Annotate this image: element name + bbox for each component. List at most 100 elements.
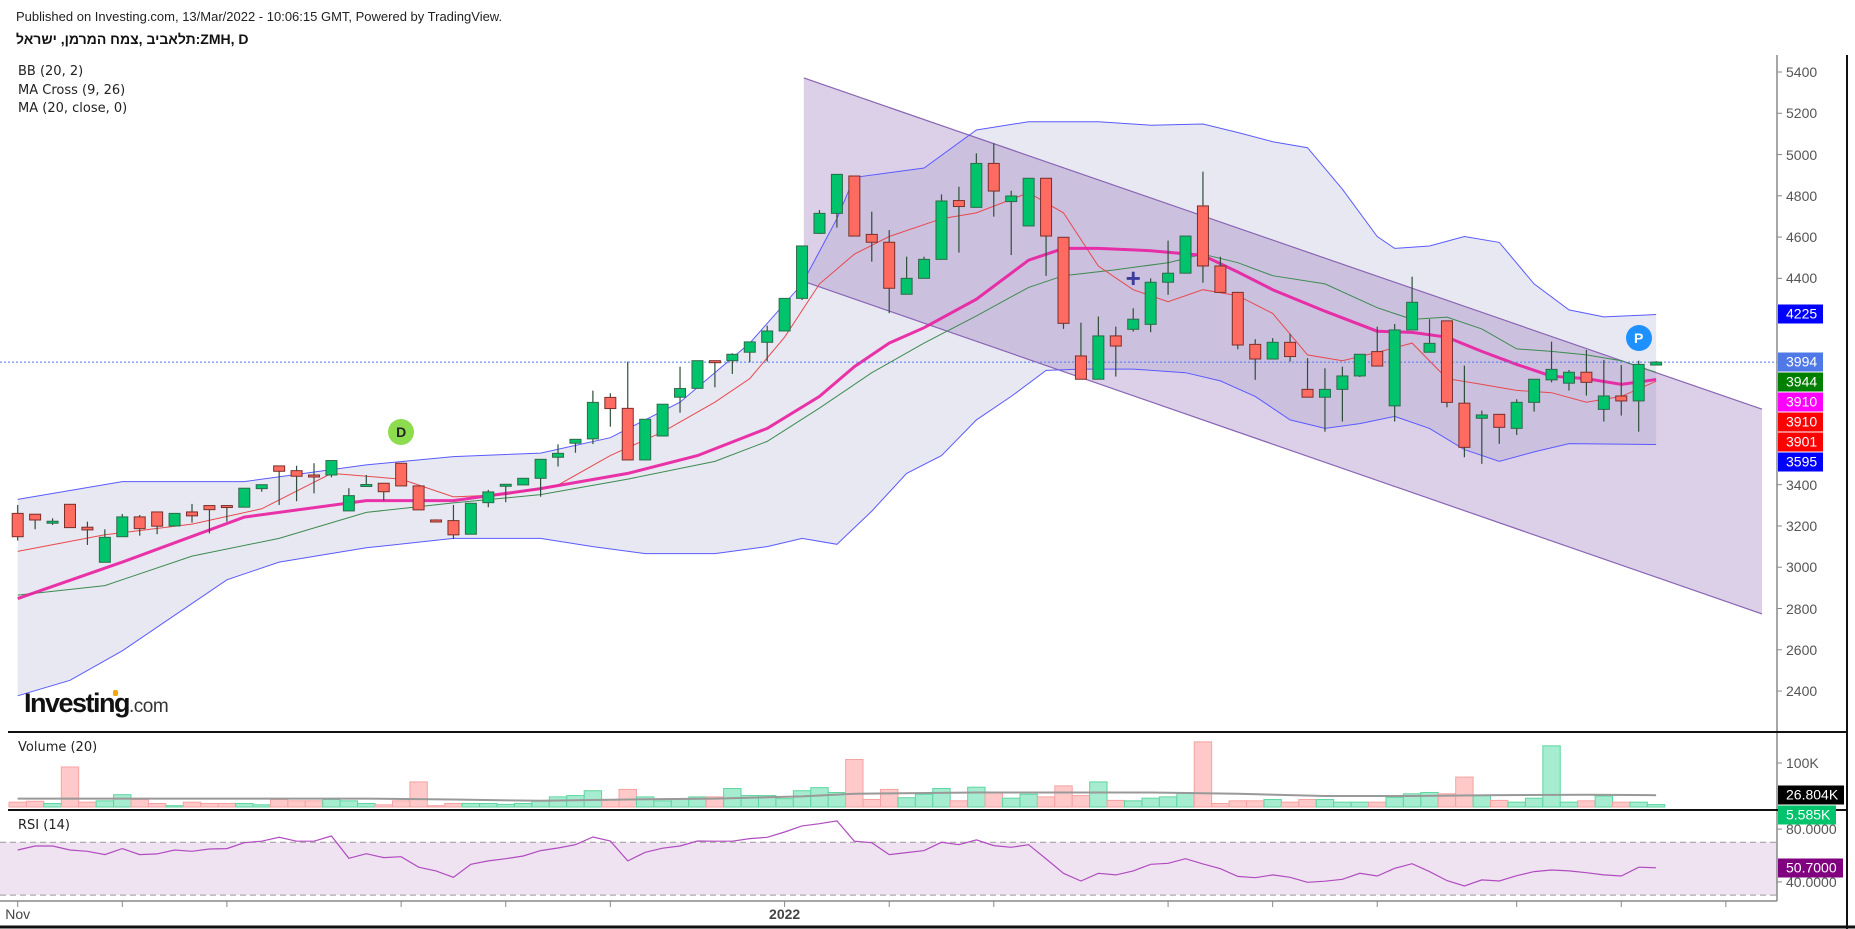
candle: [761, 325, 774, 362]
volume-bar: [1646, 804, 1666, 808]
candle-body: [1318, 388, 1331, 398]
volume-bar: [1629, 801, 1648, 808]
candle: [1615, 365, 1628, 416]
volume-bar: [1280, 801, 1300, 808]
candle: [1545, 341, 1558, 383]
volume-bar: [810, 787, 829, 808]
candle-body: [63, 503, 76, 529]
candle: [918, 256, 931, 279]
candle: [1144, 278, 1157, 333]
candle-body: [273, 465, 286, 472]
legend-ma-cross[interactable]: MA Cross (9, 26): [18, 83, 126, 98]
candle: [726, 353, 739, 374]
dividend-marker[interactable]: D: [388, 418, 415, 445]
volume-bar: [1002, 797, 1021, 808]
candle: [569, 438, 582, 453]
candle-body: [308, 474, 321, 478]
candle: [203, 505, 216, 534]
candle: [98, 529, 111, 563]
candle: [133, 515, 146, 536]
candle-body: [1650, 361, 1663, 366]
rsi-tick-label: 80.0000: [1786, 821, 1837, 838]
candle-body: [1301, 388, 1314, 398]
candle: [342, 488, 355, 512]
candle-body: [499, 483, 512, 487]
candle-body: [46, 520, 59, 524]
candle: [464, 502, 477, 535]
position-marker[interactable]: P: [1625, 325, 1652, 352]
volume-badge: 5.585K: [1778, 805, 1837, 825]
candle: [1336, 366, 1349, 422]
volume-bar: [217, 802, 237, 808]
candle-body: [1545, 368, 1558, 381]
candle-body: [1388, 329, 1401, 407]
candle-body: [1632, 363, 1645, 402]
price-tick-label: 4800: [1786, 187, 1818, 204]
volume-bar: [269, 799, 289, 808]
candle-body: [1562, 371, 1575, 384]
volume-bar: [304, 800, 324, 808]
volume-bar: [862, 799, 881, 808]
candle-body: [11, 512, 24, 538]
volume-badge: 26.804K: [1778, 785, 1845, 805]
candle: [1597, 359, 1610, 422]
candle: [1510, 399, 1523, 435]
bb-lower-line: [17, 368, 1657, 697]
volume-bar: [775, 798, 794, 808]
price-tick-label: 4600: [1786, 229, 1818, 246]
candle: [377, 482, 390, 501]
candle-body: [813, 212, 826, 234]
volume-bar: [1141, 797, 1160, 808]
candle-body: [395, 462, 408, 487]
volume-bar: [1577, 800, 1596, 808]
candle: [1214, 256, 1227, 293]
volume-bar: [653, 800, 672, 808]
candle-body: [1266, 341, 1279, 360]
candle: [1284, 333, 1297, 362]
candle-body: [1580, 371, 1593, 383]
candle: [796, 245, 809, 301]
volume-bar: [147, 802, 167, 808]
candle: [621, 361, 634, 461]
price-tick-label: 2400: [1786, 683, 1818, 700]
volume-bar: [1315, 799, 1335, 808]
volume-bar: [984, 792, 1003, 808]
candle: [1318, 368, 1331, 432]
candle: [220, 505, 233, 522]
legend-bb[interactable]: BB (20, 2): [18, 64, 84, 79]
price-badge: 3944: [1778, 372, 1824, 392]
candle: [1371, 326, 1384, 367]
candle: [1458, 365, 1471, 458]
volume-bar: [1263, 799, 1282, 808]
candle: [987, 143, 1000, 217]
candle: [517, 477, 530, 486]
candle: [586, 390, 599, 445]
candle: [1301, 358, 1314, 398]
candle: [1092, 316, 1105, 380]
volume-bar: [583, 790, 603, 808]
volume-bar: [1385, 796, 1404, 808]
price-tick-label: 3400: [1786, 476, 1818, 493]
volume-bar: [1490, 799, 1509, 808]
candle-body: [1022, 177, 1035, 227]
volume-bar: [1036, 796, 1056, 808]
candle: [1353, 353, 1366, 377]
candle-body: [377, 482, 390, 493]
candle-body: [1179, 235, 1192, 274]
candle-body: [935, 200, 948, 260]
candle-body: [865, 233, 878, 243]
candle: [151, 511, 164, 535]
volume-bar: [200, 802, 219, 808]
candle: [395, 462, 408, 487]
price-tick-label: 5400: [1786, 64, 1818, 80]
candle-body: [1423, 342, 1436, 353]
candle: [29, 513, 42, 530]
candle: [1127, 308, 1140, 332]
volume-bar: [897, 797, 916, 808]
candle-body: [98, 536, 111, 563]
legend-ma[interactable]: MA (20, close, 0): [18, 101, 128, 116]
volume-bar: [1246, 800, 1265, 808]
candle: [743, 341, 756, 363]
volume-bar: [339, 800, 359, 808]
